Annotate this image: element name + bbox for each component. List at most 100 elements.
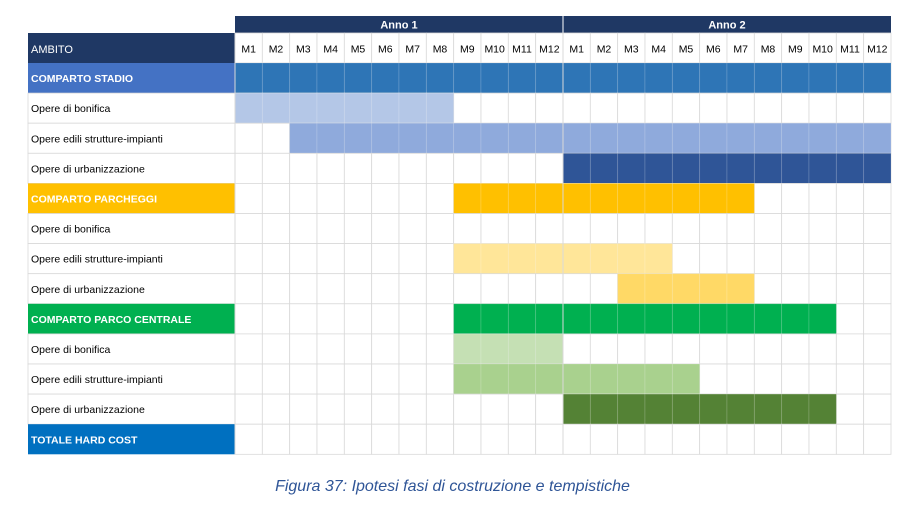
grid-cell [343, 273, 373, 305]
gantt-bar-cell [453, 363, 482, 395]
gantt-bar-cell [343, 92, 373, 124]
gantt-bar-cell [863, 122, 892, 154]
gantt-bar-cell [726, 303, 755, 335]
gantt-bar-cell [753, 62, 783, 94]
grid-cell [289, 152, 318, 184]
gantt-bar-cell [562, 182, 591, 214]
grid-cell [289, 243, 318, 275]
month-label: M2 [269, 44, 284, 56]
grid-cell [261, 363, 291, 395]
grid-cell [234, 122, 263, 154]
grid-cell [371, 423, 400, 455]
grid-cell [371, 213, 400, 245]
grid-cell [316, 363, 345, 395]
gantt-bar-cell [453, 243, 482, 275]
month-label: M1 [241, 44, 256, 56]
grid-cell [480, 152, 509, 184]
grid-cell [316, 423, 345, 455]
month-header-cell [425, 32, 455, 64]
grid-cell [261, 333, 291, 365]
grid-cell [835, 423, 865, 455]
grid-cell [480, 273, 509, 305]
gantt-bar-cell [480, 122, 509, 154]
gantt-bar-cell [726, 122, 755, 154]
month-label: M6 [706, 44, 721, 56]
gantt-bar-cell [589, 182, 619, 214]
grid-cell [371, 333, 400, 365]
gantt-bar-cell [699, 182, 728, 214]
grid-cell [671, 243, 701, 275]
row-label-cell [27, 333, 236, 365]
grid-cell [699, 92, 728, 124]
grid-cell [753, 333, 783, 365]
grid-cell [808, 182, 837, 214]
grid-cell [425, 333, 455, 365]
grid-cell [398, 182, 427, 214]
gantt-bar-cell [617, 182, 646, 214]
grid-cell [316, 152, 345, 184]
grid-cell [289, 363, 318, 395]
group-label: COMPARTO PARCO CENTRALE [31, 314, 191, 326]
grid-cell [425, 182, 455, 214]
task-label: Opere edili strutture-impianti [31, 374, 163, 386]
gantt-bar-cell [589, 152, 619, 184]
grid-cell [343, 213, 373, 245]
grid-cell [316, 333, 345, 365]
grid-cell [699, 333, 728, 365]
gantt-bar-cell [316, 122, 345, 154]
month-label: M12 [867, 44, 888, 56]
month-label: M9 [788, 44, 803, 56]
grid-cell [863, 182, 892, 214]
figure-caption: Figura 37: Ipotesi fasi di costruzione e… [275, 478, 630, 495]
grid-cell [863, 423, 892, 455]
gantt-bar-cell [371, 122, 400, 154]
gantt-bar-cell [671, 152, 701, 184]
grid-cell [261, 182, 291, 214]
task-label: Opere edili strutture-impianti [31, 133, 163, 145]
row-label-cell [28, 303, 235, 334]
grid-cell [753, 423, 783, 455]
grid-cell [234, 213, 263, 245]
grid-cell [398, 152, 427, 184]
gantt-bar-cell [781, 393, 810, 425]
gantt-bar-cell [726, 273, 755, 305]
grid-cell [425, 363, 455, 395]
gantt-bar-cell [781, 122, 810, 154]
month-label: M11 [840, 44, 860, 56]
gantt-bar-cell [562, 243, 591, 275]
month-label: M7 [733, 44, 748, 56]
gantt-bar-cell [289, 62, 318, 94]
gantt-bar-cell [699, 303, 728, 335]
group-label: COMPARTO PARCHEGGI [31, 193, 157, 205]
month-header-cell [781, 32, 810, 64]
gantt-bar-cell [535, 303, 564, 335]
grid-cell [289, 303, 318, 335]
grid-cell [398, 243, 427, 275]
gantt-bar-cell [726, 393, 755, 425]
gantt-bar-cell [343, 62, 373, 94]
gantt-bar-cell [617, 303, 646, 335]
gantt-bar-cell [644, 303, 673, 335]
row-label-cell [27, 213, 236, 245]
gantt-bar-cell [562, 363, 591, 395]
grid-cell [589, 92, 619, 124]
gantt-bar-cell [453, 303, 482, 335]
grid-cell [453, 92, 482, 124]
gantt-bar-cell [398, 122, 427, 154]
grid-cell [507, 213, 537, 245]
grid-cell [343, 182, 373, 214]
gantt-bar-cell [671, 303, 701, 335]
grid-cell [562, 92, 591, 124]
grid-cell [453, 273, 482, 305]
grid-cell [671, 333, 701, 365]
gantt-bar-cell [835, 152, 865, 184]
grid-cell [671, 92, 701, 124]
grid-cell [261, 423, 291, 455]
month-header-cell [371, 32, 400, 64]
gantt-bar-cell [589, 393, 619, 425]
gantt-bar-cell [835, 122, 865, 154]
gantt-bar-cell [644, 182, 673, 214]
grid-cell [781, 182, 810, 214]
grid-cell [808, 213, 837, 245]
grid-cell [699, 243, 728, 275]
